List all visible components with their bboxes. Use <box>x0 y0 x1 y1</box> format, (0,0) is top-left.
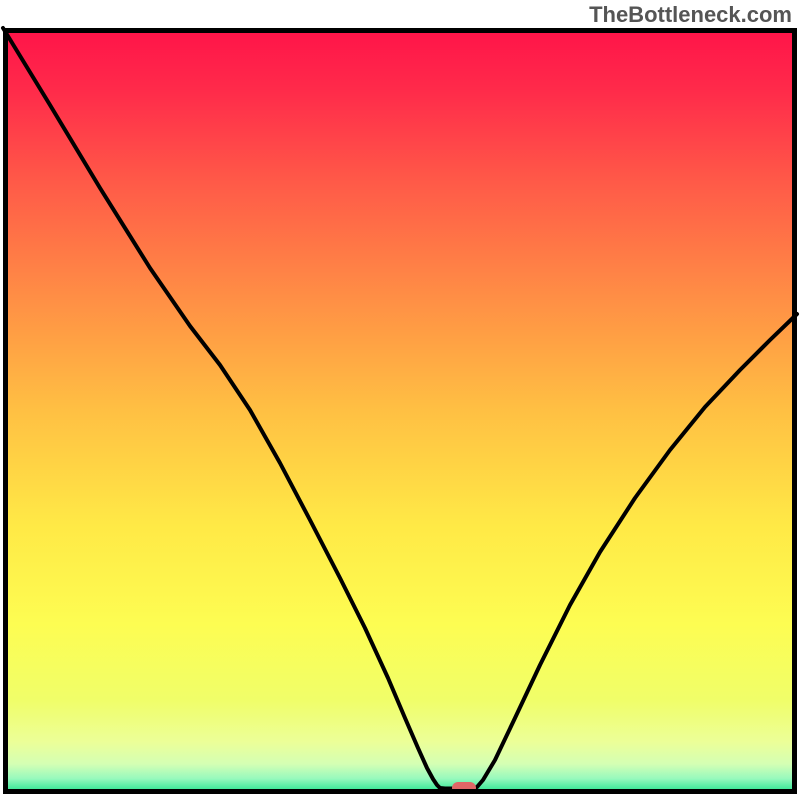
bottleneck-chart <box>0 0 800 800</box>
chart-background <box>6 31 795 792</box>
chart-container: TheBottleneck.com <box>0 0 800 800</box>
